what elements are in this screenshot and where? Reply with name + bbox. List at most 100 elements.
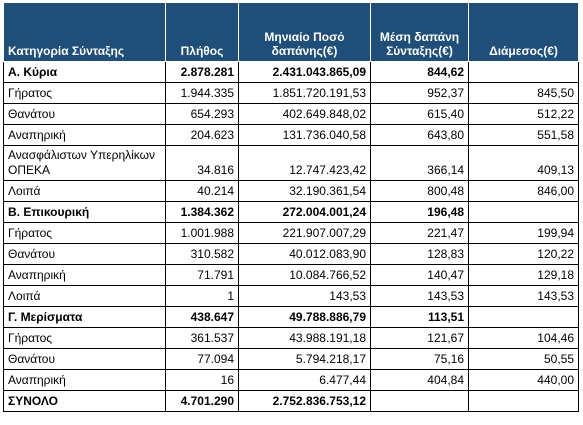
value-cell: 49.788.886,79 — [238, 306, 371, 328]
value-cell: 615,40 — [370, 103, 469, 125]
table-row: Γήρατος 1.001.988 221.907.007,29 221,47 199,… — [3, 222, 579, 244]
value-cell: 438.647 — [165, 306, 239, 328]
value-cell: 40.012.083,90 — [238, 243, 371, 265]
value-cell: 1.384.362 — [165, 201, 239, 223]
value-cell: 221,47 — [370, 222, 469, 244]
table-row: Αναπηρική 204.623 131.736.040,58 643,80 551,… — [3, 124, 579, 146]
value-cell: 1.851.720.191,53 — [238, 82, 371, 104]
value-cell: 404,84 — [370, 369, 469, 391]
value-cell: 512,22 — [468, 103, 579, 125]
category-cell: Θανάτου — [3, 348, 166, 370]
table-row: Λοιπά 1 143,53 143,53 143,53 — [3, 285, 579, 307]
value-cell: 272.004.001,24 — [238, 201, 371, 223]
value-cell: 143,53 — [238, 285, 371, 307]
value-cell: 140,47 — [370, 264, 469, 286]
category-cell: ΣΥΝΟΛΟ — [3, 390, 166, 412]
value-cell: 6.477,44 — [238, 369, 371, 391]
value-cell: 40.214 — [165, 180, 239, 202]
value-cell: 128,83 — [370, 243, 469, 265]
value-cell: 366,14 — [370, 145, 469, 181]
table-row: Γήρατος 361.537 43.988.191,18 121,67 104,46 — [3, 327, 579, 349]
value-cell: 440,00 — [468, 369, 579, 391]
category-cell: Θανάτου — [3, 103, 166, 125]
value-cell: 113,51 — [370, 306, 469, 328]
value-cell: 50,55 — [468, 348, 579, 370]
category-cell: Λοιπά — [3, 285, 166, 307]
table-row: Α. Κύρια 2.878.281 2.431.043.865,09 844,62 — [3, 61, 579, 83]
value-cell: 402.649.848,02 — [238, 103, 371, 125]
pension-table: Κατηγορία Σύνταξης Πλήθος Μηνιαίο Ποσό δαπ… — [3, 2, 579, 412]
value-cell: 143,53 — [468, 285, 579, 307]
table-row: Θανάτου 77.094 5.794.218,17 75,16 50,55 — [3, 348, 579, 370]
value-cell: 104,46 — [468, 327, 579, 349]
header-cell: Μέση δαπάνη Σύνταξης(€) — [370, 2, 469, 62]
value-cell: 654.293 — [165, 103, 239, 125]
value-cell: 10.084.766,52 — [238, 264, 371, 286]
category-cell: Ανασφάλιστων Υπερηλίκων ΟΠΕΚΑ — [3, 145, 166, 181]
category-cell: Γήρατος — [3, 222, 166, 244]
empty-cell — [468, 306, 579, 328]
value-cell: 844,62 — [370, 61, 469, 83]
value-cell: 75,16 — [370, 348, 469, 370]
table-row: ΣΥΝΟΛΟ 4.701.290 2.752.836.753,12 — [3, 390, 579, 412]
value-cell: 196,48 — [370, 201, 469, 223]
value-cell: 643,80 — [370, 124, 469, 146]
value-cell: 204.623 — [165, 124, 239, 146]
table-row: Αναπηρική 16 6.477,44 404,84 440,00 — [3, 369, 579, 391]
table-body: Α. Κύρια 2.878.281 2.431.043.865,09 844,62 Γ… — [3, 61, 579, 412]
value-cell: 1 — [165, 285, 239, 307]
category-cell: Γ. Μερίσματα — [3, 306, 166, 328]
table-row: Θανάτου 310.582 40.012.083,90 128,83 120,22 — [3, 243, 579, 265]
category-cell: Αναπηρική — [3, 369, 166, 391]
table-row: Ανασφάλιστων Υπερηλίκων ΟΠΕΚΑ 34.816 12.74… — [3, 145, 579, 181]
empty-cell — [468, 390, 579, 412]
header-cell: Κατηγορία Σύνταξης — [3, 2, 166, 62]
category-cell: Αναπηρική — [3, 124, 166, 146]
value-cell: 131.736.040,58 — [238, 124, 371, 146]
value-cell: 12.747.423,42 — [238, 145, 371, 181]
value-cell: 43.988.191,18 — [238, 327, 371, 349]
value-cell: 361.537 — [165, 327, 239, 349]
category-cell: Γήρατος — [3, 327, 166, 349]
value-cell: 1.001.988 — [165, 222, 239, 244]
value-cell: 551,58 — [468, 124, 579, 146]
empty-cell — [468, 201, 579, 223]
value-cell: 199,94 — [468, 222, 579, 244]
value-cell: 2.752.836.753,12 — [238, 390, 371, 412]
header-cell: Διάμεσος(€) — [468, 2, 579, 62]
value-cell: 129,18 — [468, 264, 579, 286]
value-cell: 5.794.218,17 — [238, 348, 371, 370]
value-cell: 952,37 — [370, 82, 469, 104]
value-cell: 845,50 — [468, 82, 579, 104]
value-cell: 1.944.335 — [165, 82, 239, 104]
value-cell: 120,22 — [468, 243, 579, 265]
category-cell: Λοιπά — [3, 180, 166, 202]
value-cell: 4.701.290 — [165, 390, 239, 412]
value-cell: 34.816 — [165, 145, 239, 181]
value-cell: 310.582 — [165, 243, 239, 265]
table-row: Γ. Μερίσματα 438.647 49.788.886,79 113,51 — [3, 306, 579, 328]
value-cell: 2.878.281 — [165, 61, 239, 83]
value-cell: 846,00 — [468, 180, 579, 202]
value-cell: 221.907.007,29 — [238, 222, 371, 244]
value-cell: 16 — [165, 369, 239, 391]
table-row: Θανάτου 654.293 402.649.848,02 615,40 512,22 — [3, 103, 579, 125]
category-cell: Γήρατος — [3, 82, 166, 104]
empty-cell — [468, 61, 579, 83]
value-cell: 32.190.361,54 — [238, 180, 371, 202]
value-cell: 800,48 — [370, 180, 469, 202]
category-cell: Αναπηρική — [3, 264, 166, 286]
header-row: Κατηγορία Σύνταξης Πλήθος Μηνιαίο Ποσό δαπ… — [3, 2, 579, 62]
table-row: Β. Επικουρική 1.384.362 272.004.001,24 196,… — [3, 201, 579, 223]
table-row: Λοιπά 40.214 32.190.361,54 800,48 846,00 — [3, 180, 579, 202]
value-cell: 77.094 — [165, 348, 239, 370]
category-cell: Θανάτου — [3, 243, 166, 265]
value-cell: 143,53 — [370, 285, 469, 307]
table-row: Αναπηρική 71.791 10.084.766,52 140,47 129,18 — [3, 264, 579, 286]
table-row: Γήρατος 1.944.335 1.851.720.191,53 952,37 84… — [3, 82, 579, 104]
category-cell: Β. Επικουρική — [3, 201, 166, 223]
value-cell: 409,13 — [468, 145, 579, 181]
value-cell: 71.791 — [165, 264, 239, 286]
header-cell: Μηνιαίο Ποσό δαπάνης(€) — [238, 2, 371, 62]
